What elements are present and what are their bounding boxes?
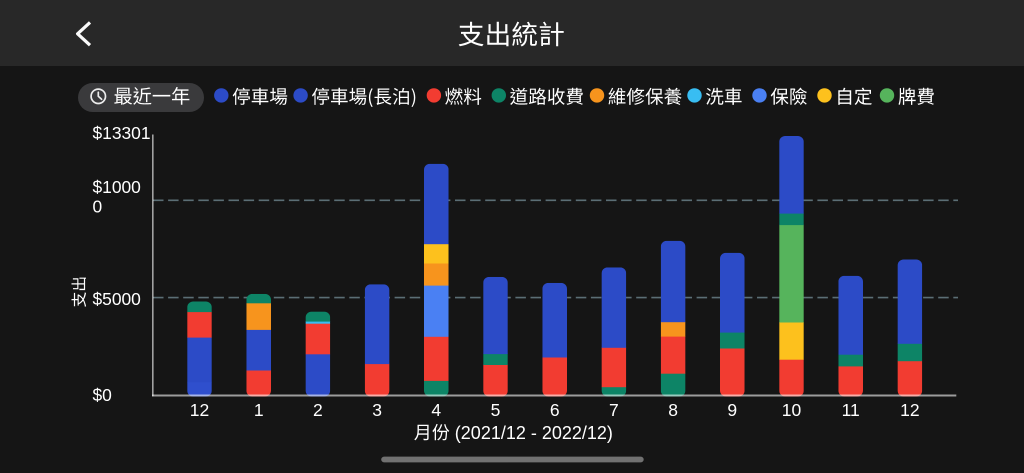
svg-text:5: 5 [491, 400, 501, 420]
svg-text:9: 9 [727, 400, 737, 420]
svg-text:$0: $0 [93, 385, 112, 405]
svg-text:10: 10 [782, 400, 802, 420]
svg-text:3: 3 [372, 400, 382, 420]
svg-text:$13301: $13301 [93, 123, 151, 143]
svg-text:1: 1 [254, 400, 264, 420]
svg-text:6: 6 [550, 400, 560, 420]
svg-text:0: 0 [93, 196, 103, 216]
svg-text:2: 2 [313, 400, 323, 420]
svg-text:4: 4 [431, 400, 441, 420]
svg-text:7: 7 [609, 400, 619, 420]
svg-text:12: 12 [190, 400, 209, 420]
svg-text:11: 11 [842, 400, 860, 420]
svg-text:12: 12 [900, 400, 919, 420]
svg-text:(2021/12 - 2022/12): (2021/12 - 2022/12) [450, 423, 613, 443]
svg-text:$5000: $5000 [93, 289, 141, 309]
svg-text:8: 8 [668, 400, 678, 420]
svg-text:$1000: $1000 [93, 177, 141, 197]
